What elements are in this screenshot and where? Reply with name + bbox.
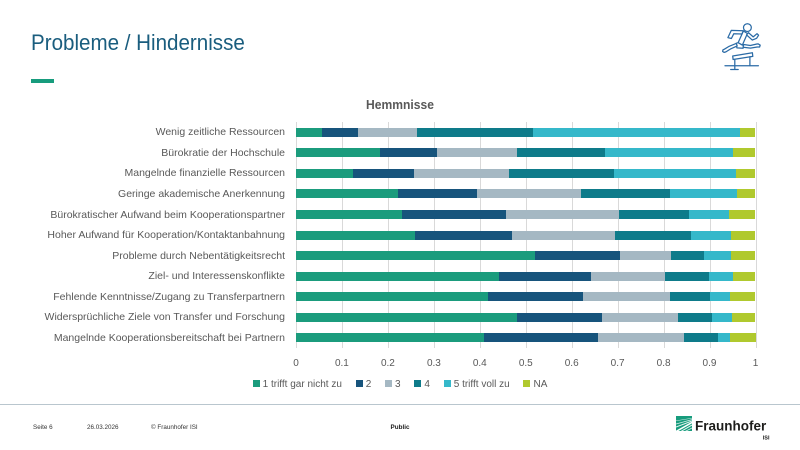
svg-text:Fraunhofer: Fraunhofer [695, 419, 767, 434]
svg-text:ISI: ISI [763, 436, 770, 442]
